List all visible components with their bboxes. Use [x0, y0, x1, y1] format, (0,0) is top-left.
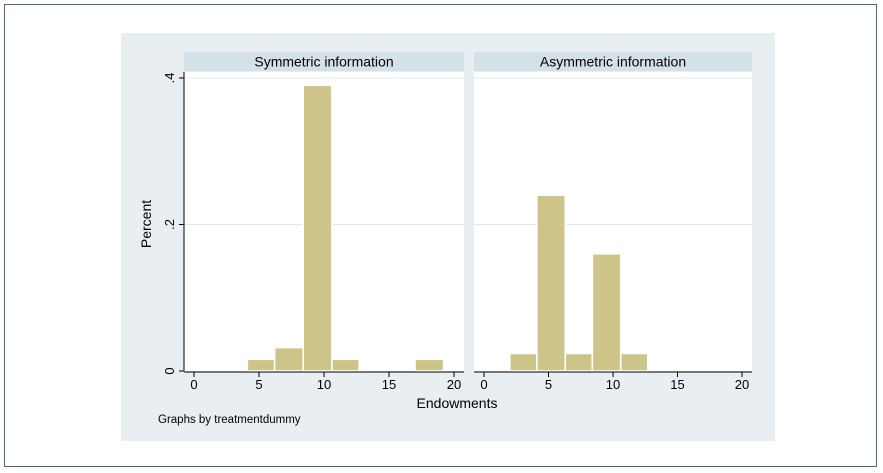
- histogram-bar: [246, 358, 276, 372]
- y-axis-title: Percent: [138, 200, 154, 248]
- histogram-bar: [508, 352, 538, 372]
- histogram-bar: [591, 253, 622, 372]
- y-tick-label: .4: [162, 73, 177, 84]
- panels: Symmetric information 0 5 10 15 20 0 .2 .4 Asymme…: [162, 52, 752, 392]
- y-tick-label: .2: [162, 219, 177, 230]
- panel-1: Symmetric information 0 5 10 15 20 0 .2 .4: [162, 52, 464, 392]
- x-tick-label: 0: [190, 377, 197, 392]
- x-tick-label: 5: [255, 377, 262, 392]
- x-tick-label: 20: [447, 377, 461, 392]
- x-tick-label: 15: [670, 377, 684, 392]
- histogram-bar: [330, 358, 360, 372]
- graphs-by-note: Graphs by treatmentdummy: [158, 414, 301, 426]
- histogram-bar: [414, 358, 445, 372]
- x-tick-label: 10: [606, 377, 620, 392]
- histogram-bar: [564, 352, 594, 372]
- x-tick-label: 10: [317, 377, 331, 392]
- x-axis-title: Endowments: [417, 395, 498, 411]
- x-tick-label: 20: [735, 377, 749, 392]
- histogram-bar: [619, 352, 649, 372]
- histogram-bar: [536, 194, 567, 372]
- panel-title: Symmetric information: [254, 54, 393, 70]
- x-tick-label: 5: [545, 377, 552, 392]
- x-tick-label: 15: [382, 377, 396, 392]
- panel-title: Asymmetric information: [540, 54, 686, 70]
- x-tick-label: 0: [480, 377, 487, 392]
- panel-2: Asymmetric information 0 5 10 15 20: [474, 52, 752, 392]
- panel-strip: [184, 52, 464, 71]
- histogram-bar: [302, 84, 333, 372]
- panel-strip: [474, 52, 752, 71]
- y-tick-label: 0: [162, 367, 177, 374]
- histogram-bar: [273, 346, 305, 372]
